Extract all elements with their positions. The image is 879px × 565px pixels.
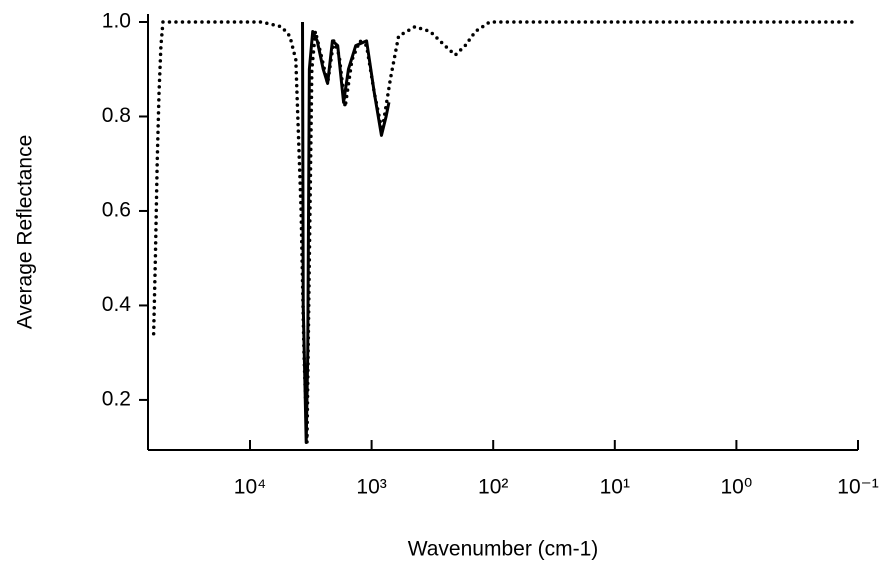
x-tick-label: 10¹ — [600, 476, 630, 499]
x-tick-label: 10³ — [356, 476, 386, 499]
x-axis-title: Wavenumber (cm-1) — [408, 538, 599, 561]
y-tick-label: 0.6 — [102, 199, 131, 222]
x-tick-label: 10⁰ — [721, 476, 753, 499]
series-line — [301, 21, 391, 444]
y-tick-label: 0.4 — [102, 293, 132, 316]
y-tick-label: 0.2 — [102, 387, 131, 410]
y-tick-label: 0.8 — [102, 104, 131, 127]
series-line — [151, 20, 860, 445]
x-tick-label: 10⁻¹ — [837, 476, 878, 499]
y-tick-label: 1.0 — [102, 10, 131, 33]
x-tick-label: 10⁴ — [234, 476, 266, 499]
x-tick-label: 10² — [478, 476, 508, 499]
y-axis-title: Average Reflectance — [14, 135, 37, 330]
